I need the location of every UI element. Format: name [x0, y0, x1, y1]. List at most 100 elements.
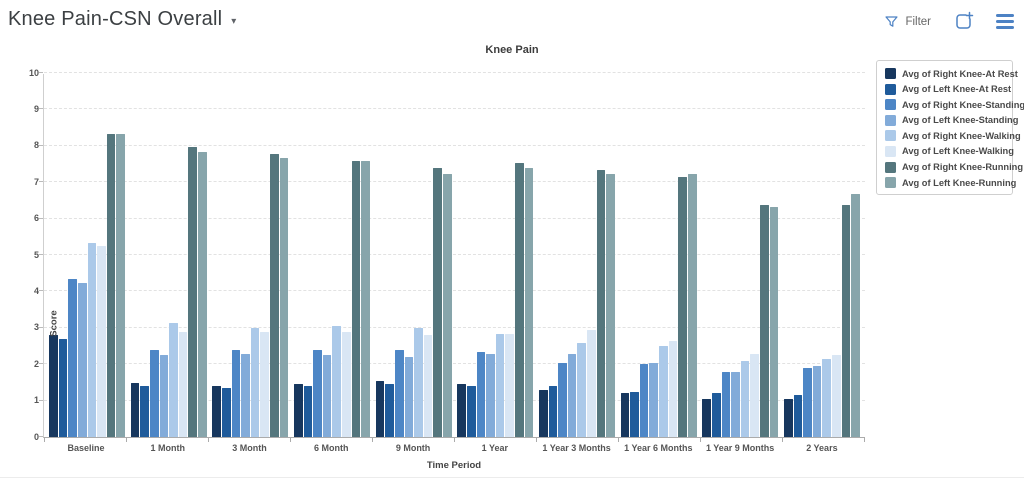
bar[interactable] — [702, 398, 711, 437]
bar[interactable] — [231, 349, 241, 437]
bar[interactable] — [668, 340, 678, 437]
x-tick-mark — [536, 438, 537, 442]
bar[interactable] — [385, 384, 394, 437]
bar[interactable] — [769, 206, 779, 437]
bar[interactable] — [851, 193, 860, 437]
bar[interactable] — [279, 157, 289, 437]
bar[interactable] — [49, 335, 58, 437]
bar[interactable] — [303, 386, 313, 437]
bar[interactable] — [87, 242, 97, 437]
bar[interactable] — [375, 380, 385, 437]
bar[interactable] — [58, 339, 68, 437]
bar[interactable] — [678, 177, 687, 437]
bar[interactable] — [351, 161, 361, 437]
bar[interactable] — [495, 333, 505, 437]
bar[interactable] — [313, 349, 322, 437]
bar[interactable] — [159, 355, 169, 437]
bar-group-1-year — [457, 74, 534, 437]
legend-item[interactable]: Avg of Left Knee-Walking — [885, 145, 1014, 157]
legend-label: Avg of Right Knee-Standing — [902, 99, 1024, 110]
add-to-dashboard-button[interactable] — [953, 11, 974, 32]
bar[interactable] — [577, 342, 587, 437]
title-dropdown-caret-icon[interactable]: ▾ — [231, 16, 237, 27]
bar[interactable] — [433, 168, 442, 437]
bar[interactable] — [97, 246, 106, 437]
bar[interactable] — [443, 173, 452, 437]
legend-item[interactable]: Avg of Left Knee-At Rest — [885, 83, 1011, 95]
bar[interactable] — [140, 386, 149, 437]
bar[interactable] — [342, 331, 351, 437]
gridline — [44, 290, 865, 292]
legend-item[interactable]: Avg of Left Knee-Running — [885, 177, 1016, 189]
bar[interactable] — [822, 358, 832, 437]
bar[interactable] — [332, 326, 342, 437]
y-tick-mark — [39, 363, 43, 365]
bar[interactable] — [476, 351, 486, 437]
filter-button[interactable]: Filter — [884, 14, 931, 29]
bar[interactable] — [486, 353, 495, 437]
bar[interactable] — [596, 170, 606, 437]
legend-item[interactable]: Avg of Right Knee-Standing — [885, 99, 1024, 111]
bar[interactable] — [803, 368, 812, 437]
bar[interactable] — [711, 393, 721, 437]
bar[interactable] — [659, 346, 668, 437]
bar[interactable] — [241, 353, 250, 437]
legend-item[interactable]: Avg of Left Knee-Standing — [885, 114, 1018, 126]
bar[interactable] — [538, 389, 548, 437]
bar[interactable] — [750, 353, 759, 437]
bar[interactable] — [116, 133, 125, 437]
bar[interactable] — [630, 391, 639, 437]
bar[interactable] — [721, 371, 731, 437]
bar[interactable] — [620, 393, 630, 437]
bar[interactable] — [198, 152, 207, 437]
bar[interactable] — [260, 331, 270, 437]
bar[interactable] — [687, 173, 697, 437]
bar[interactable] — [293, 384, 303, 437]
bar[interactable] — [394, 349, 404, 437]
bar[interactable] — [361, 161, 370, 437]
bar[interactable] — [106, 133, 116, 437]
bar[interactable] — [558, 362, 567, 437]
bar[interactable] — [68, 279, 77, 437]
bar[interactable] — [404, 357, 414, 437]
legend-item[interactable]: Avg of Right Knee-At Rest — [885, 68, 1018, 79]
legend-item[interactable]: Avg of Right Knee-Walking — [885, 130, 1021, 142]
bar[interactable] — [212, 386, 221, 437]
bar[interactable] — [188, 146, 198, 437]
bar[interactable] — [587, 329, 596, 437]
bar[interactable] — [221, 388, 231, 437]
bar[interactable] — [466, 386, 476, 437]
bar[interactable] — [606, 173, 615, 437]
bar[interactable] — [832, 355, 841, 437]
bar[interactable] — [841, 204, 851, 437]
bar[interactable] — [760, 204, 769, 437]
bar[interactable] — [740, 360, 750, 437]
bar[interactable] — [77, 282, 87, 437]
bar[interactable] — [149, 349, 159, 437]
x-category-label: 1 Month — [150, 443, 186, 453]
bar[interactable] — [178, 331, 188, 437]
gridline — [44, 254, 865, 255]
bar[interactable] — [649, 362, 659, 437]
menu-hamburger-icon[interactable] — [996, 14, 1014, 29]
legend-item[interactable]: Avg of Right Knee-Running — [885, 161, 1023, 173]
bar[interactable] — [524, 168, 534, 437]
bar[interactable] — [783, 398, 793, 437]
bar[interactable] — [731, 371, 740, 437]
bar[interactable] — [169, 322, 178, 437]
bar[interactable] — [250, 328, 260, 437]
bar[interactable] — [414, 328, 423, 437]
bar[interactable] — [457, 384, 466, 437]
bar[interactable] — [130, 382, 140, 437]
bar-group-2-years — [783, 74, 860, 437]
bar[interactable] — [639, 364, 649, 437]
bar[interactable] — [548, 386, 558, 437]
bar[interactable] — [793, 395, 803, 437]
bar[interactable] — [423, 335, 433, 437]
bar[interactable] — [567, 353, 577, 437]
bar[interactable] — [270, 153, 279, 437]
bar[interactable] — [322, 355, 332, 437]
bar[interactable] — [812, 366, 822, 437]
bar[interactable] — [515, 162, 524, 437]
bar[interactable] — [505, 333, 515, 437]
